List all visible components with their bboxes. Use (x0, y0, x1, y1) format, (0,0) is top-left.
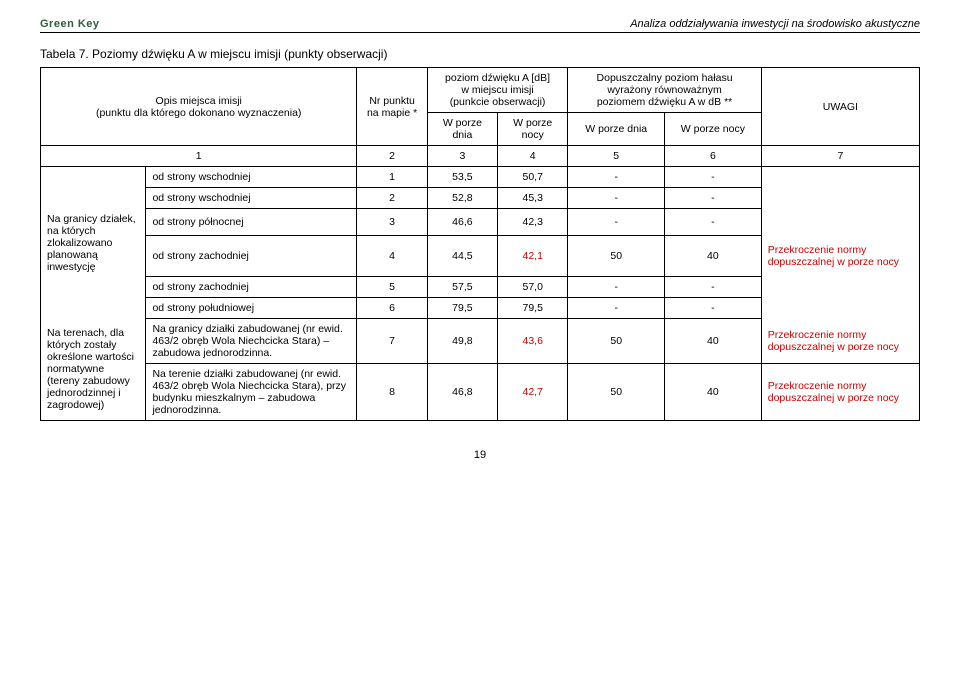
cell-d: 52,8 (427, 188, 497, 209)
brand-label: Green Key (40, 18, 100, 30)
cell-desc: Na granicy działki zabudowanej (nr ewid.… (146, 319, 357, 364)
cell-d: 46,6 (427, 209, 497, 236)
cell-n: 79,5 (498, 298, 568, 319)
cell-n: 50,7 (498, 167, 568, 188)
table-row: od strony zachodniej 5 57,5 57,0 - - (41, 277, 920, 298)
group2-label: Na terenach, dla których zostały określo… (41, 319, 146, 421)
th-dnia: W porze dnia (427, 113, 497, 146)
cell-nr: 1 (357, 167, 427, 188)
group-cell (41, 277, 146, 298)
cell-dd: - (568, 209, 665, 236)
table-row: od strony wschodniej 1 53,5 50,7 - - (41, 167, 920, 188)
table-row: Na terenie działki zabudowanej (nr ewid.… (41, 364, 920, 421)
cell-dd: - (568, 298, 665, 319)
cell-d: 53,5 (427, 167, 497, 188)
table-row: od strony południowej 6 79,5 79,5 - - (41, 298, 920, 319)
group-cell (41, 167, 146, 188)
th-n4: 4 (498, 146, 568, 167)
table-row: Na terenach, dla których zostały określo… (41, 319, 920, 364)
cell-nr: 5 (357, 277, 427, 298)
cell-n: 42,3 (498, 209, 568, 236)
page-header: Green Key Analiza oddziaływania inwestyc… (40, 18, 920, 33)
th-nocy: W porze nocy (498, 113, 568, 146)
cell-d: 49,8 (427, 319, 497, 364)
cell-desc: od strony zachodniej (146, 235, 357, 276)
th-dnia2: W porze dnia (568, 113, 665, 146)
cell-uwagi (761, 167, 919, 188)
table-caption: Tabela 7. Poziomy dźwięku A w miejscu im… (40, 47, 920, 61)
cell-desc: od strony północnej (146, 209, 357, 236)
cell-nr: 3 (357, 209, 427, 236)
th-nocy2: W porze nocy (665, 113, 762, 146)
cell-uwagi (761, 209, 919, 236)
cell-dd: - (568, 167, 665, 188)
cell-dd: 50 (568, 364, 665, 421)
th-n3: 3 (427, 146, 497, 167)
cell-n: 43,6 (498, 319, 568, 364)
cell-dn: - (665, 298, 762, 319)
header-title: Analiza oddziaływania inwestycji na środ… (630, 18, 920, 30)
group-cell (41, 298, 146, 319)
cell-uwagi: Przekroczenie normy dopuszczalnej w porz… (761, 235, 919, 276)
cell-desc: Na terenie działki zabudowanej (nr ewid.… (146, 364, 357, 421)
cell-n: 57,0 (498, 277, 568, 298)
cell-uwagi: Przekroczenie normy dopuszczalnej w porz… (761, 364, 919, 421)
cell-dn: - (665, 167, 762, 188)
th-n6: 6 (665, 146, 762, 167)
cell-uwagi: Przekroczenie normy dopuszczalnej w porz… (761, 319, 919, 364)
group1-label: Na granicy działek, na których zlokalizo… (41, 209, 146, 277)
cell-nr: 6 (357, 298, 427, 319)
cell-n: 42,7 (498, 364, 568, 421)
cell-dd: 50 (568, 319, 665, 364)
cell-uwagi (761, 277, 919, 298)
cell-nr: 2 (357, 188, 427, 209)
cell-d: 44,5 (427, 235, 497, 276)
cell-dn: - (665, 277, 762, 298)
cell-dn: - (665, 209, 762, 236)
group-cell (41, 188, 146, 209)
cell-d: 57,5 (427, 277, 497, 298)
cell-dn: 40 (665, 319, 762, 364)
cell-dn: 40 (665, 235, 762, 276)
cell-dd: 50 (568, 235, 665, 276)
th-n1: 1 (41, 146, 357, 167)
cell-dd: - (568, 188, 665, 209)
th-poziom: poziom dźwięku A [dB] w miejscu imisji (… (427, 68, 568, 113)
table-row: Na granicy działek, na których zlokalizo… (41, 209, 920, 236)
cell-n: 42,1 (498, 235, 568, 276)
cell-nr: 7 (357, 319, 427, 364)
cell-desc: od strony południowej (146, 298, 357, 319)
table-row: od strony zachodniej 4 44,5 42,1 50 40 P… (41, 235, 920, 276)
cell-uwagi (761, 188, 919, 209)
cell-dd: - (568, 277, 665, 298)
th-n7: 7 (761, 146, 919, 167)
cell-d: 79,5 (427, 298, 497, 319)
th-uwagi: UWAGI (761, 68, 919, 146)
th-dop: Dopuszczalny poziom hałasu wyrażony równ… (568, 68, 761, 113)
cell-nr: 4 (357, 235, 427, 276)
th-nr: Nr punktu na mapie * (357, 68, 427, 146)
th-n2: 2 (357, 146, 427, 167)
cell-nr: 8 (357, 364, 427, 421)
cell-dn: - (665, 188, 762, 209)
cell-dn: 40 (665, 364, 762, 421)
page-number: 19 (40, 449, 920, 461)
cell-uwagi (761, 298, 919, 319)
cell-desc: od strony wschodniej (146, 188, 357, 209)
cell-desc: od strony wschodniej (146, 167, 357, 188)
th-opis: Opis miejsca imisji (punktu dla którego … (41, 68, 357, 146)
cell-n: 45,3 (498, 188, 568, 209)
th-n5: 5 (568, 146, 665, 167)
cell-d: 46,8 (427, 364, 497, 421)
acoustic-table: Opis miejsca imisji (punktu dla którego … (40, 67, 920, 421)
table-row: od strony wschodniej 2 52,8 45,3 - - (41, 188, 920, 209)
cell-desc: od strony zachodniej (146, 277, 357, 298)
